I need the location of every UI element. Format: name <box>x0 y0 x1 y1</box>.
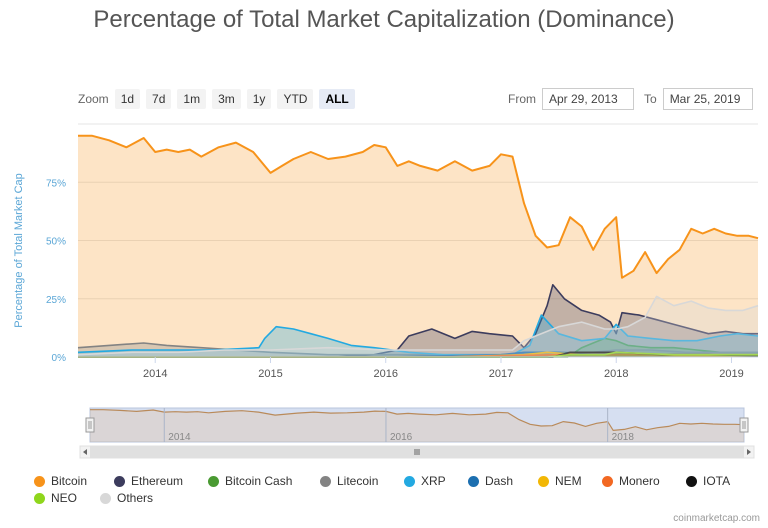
series-area-others <box>78 296 758 357</box>
scroll-left-arrow-icon <box>83 449 87 455</box>
legend-item-nem[interactable]: NEM <box>538 474 582 488</box>
legend-item-xrp[interactable]: XRP <box>404 474 446 488</box>
series-area-dash <box>78 352 758 357</box>
legend-swatch-xrp <box>404 475 415 487</box>
legend-label-monero: Monero <box>619 474 660 488</box>
legend-label-bitcoin-cash: Bitcoin Cash <box>225 474 293 488</box>
x-tick-label: 2014 <box>143 368 167 380</box>
series-area-iota <box>78 352 758 357</box>
legend-item-dash[interactable]: Dash <box>468 474 513 488</box>
navigator-left-handle[interactable] <box>85 417 95 433</box>
handle-body <box>739 417 749 433</box>
series-line-others <box>77 295 759 356</box>
legend-swatch-litecoin <box>320 475 331 487</box>
legend-label-neo: NEO <box>51 491 78 505</box>
legend-label-xrp: XRP <box>421 474 446 488</box>
legend-label-iota: IOTA <box>703 474 731 488</box>
series-area-neo <box>78 352 758 357</box>
x-tick-label: 2018 <box>604 368 628 380</box>
navigator-tick-label: 2018 <box>612 432 635 443</box>
zoom-1d-button[interactable]: 1d <box>114 89 141 109</box>
legend-label-ethereum: Ethereum <box>131 474 184 488</box>
from-date-input[interactable]: Apr 29, 2013 <box>542 88 634 110</box>
zoom-label: Zoom <box>78 92 109 106</box>
legend-swatch-others <box>100 492 111 504</box>
series-line-ethereum <box>78 284 758 358</box>
zoom-1y-button[interactable]: 1y <box>246 89 272 109</box>
legend-item-bitcoin[interactable]: Bitcoin <box>34 474 87 488</box>
series-area-xrp <box>78 315 758 357</box>
legend-swatch-bitcoin-cash <box>208 475 219 487</box>
y-tick-label: 0% <box>52 353 67 364</box>
legend-item-bitcoin-cash[interactable]: Bitcoin Cash <box>208 474 292 488</box>
to-date-input[interactable]: Mar 25, 2019 <box>662 88 753 110</box>
navigator-tick-label: 2016 <box>390 432 413 443</box>
legend-swatch-iota <box>686 475 697 487</box>
series-area-bitcoin <box>78 135 758 357</box>
y-tick-label: 25% <box>46 295 66 306</box>
zoom-1m-button[interactable]: 1m <box>177 89 207 109</box>
series-area-ethereum <box>78 284 758 357</box>
series-area-nem <box>78 352 758 357</box>
x-tick-label: 2016 <box>373 368 397 380</box>
y-tick-label: 75% <box>46 178 66 189</box>
legend-swatch-ethereum <box>114 475 125 487</box>
legend-item-litecoin[interactable]: Litecoin <box>320 474 378 488</box>
zoom-bar: Zoom 1d 7d 1m 3m 1y YTD ALL <box>78 88 361 110</box>
legend-item-neo[interactable]: NEO <box>34 491 77 505</box>
y-tick-label: 50% <box>46 237 66 248</box>
legend-item-others[interactable]: Others <box>100 491 153 505</box>
legend-swatch-bitcoin <box>34 475 45 487</box>
zoom-3m-button[interactable]: 3m <box>212 89 241 109</box>
legend-label-litecoin: Litecoin <box>337 474 379 488</box>
series-line-bitcoin <box>78 134 759 279</box>
chart-title: Percentage of Total Market Capitalizatio… <box>93 6 675 33</box>
legend-swatch-neo <box>34 492 45 504</box>
zoom-all-button[interactable]: ALL <box>319 89 355 109</box>
navigator-line <box>90 409 745 432</box>
legend-item-monero[interactable]: Monero <box>602 474 660 488</box>
series-area-litecoin <box>78 343 758 357</box>
credit-text: coinmarketcap.com <box>673 513 760 524</box>
x-tick-label: 2019 <box>719 368 743 380</box>
navigator-scrollbar[interactable] <box>79 445 755 459</box>
legend-label-others: Others <box>117 491 154 505</box>
market-dominance-chart: 0% 25% 50% 75% Percentage of Total Market Ca… <box>13 123 759 459</box>
navigator-tick-label: 2014 <box>168 432 191 443</box>
handle-body <box>85 417 95 433</box>
legend-label-nem: NEM <box>555 474 582 488</box>
legend-label-bitcoin: Bitcoin <box>51 474 88 488</box>
legend-swatch-monero <box>602 475 613 487</box>
to-label: To <box>644 92 657 106</box>
legend-item-iota[interactable]: IOTA <box>686 474 730 488</box>
zoom-7d-button[interactable]: 7d <box>146 89 172 109</box>
x-tick-label: 2017 <box>489 368 513 380</box>
zoom-ytd-button[interactable]: YTD <box>277 89 314 109</box>
date-range: From Apr 29, 2013 To Mar 25, 2019 <box>508 88 753 110</box>
legend-swatch-nem <box>538 475 549 487</box>
scroll-right-arrow-icon <box>747 449 751 455</box>
y-axis-title: Percentage of Total Market Cap <box>13 173 25 328</box>
legend-item-ethereum[interactable]: Ethereum <box>114 474 183 488</box>
legend-label-dash: Dash <box>485 474 514 488</box>
navigator-right-handle[interactable] <box>739 417 749 433</box>
legend-swatch-dash <box>468 475 479 487</box>
series-line-bitcoin-cash <box>78 337 758 358</box>
from-label: From <box>508 92 536 106</box>
x-tick-label: 2015 <box>258 368 282 380</box>
navigator-area <box>90 409 744 442</box>
